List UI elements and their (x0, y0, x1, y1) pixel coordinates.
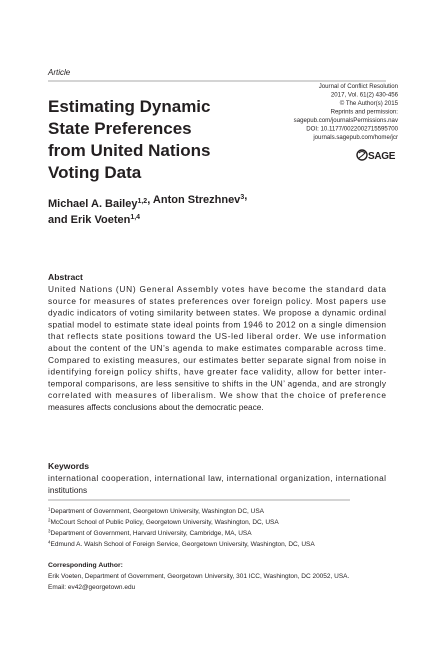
footnote: 3Department of Government, Harvard Unive… (48, 529, 252, 538)
footnote-number: 4 (48, 540, 51, 545)
author-name: , Anton Strezhnev (147, 194, 241, 206)
abstract-line: United Nations (UN) General Assembly vot… (48, 284, 386, 294)
title-line: Voting Data (48, 163, 142, 182)
corresponding-heading: Corresponding Author: (48, 562, 123, 569)
affiliation-sup: 1,4 (130, 214, 140, 221)
keywords-line: international cooperation, international… (48, 473, 386, 483)
journal-info-line: journals.sagepub.com/home/jcr (312, 134, 398, 141)
footnote-text: Department of Government, Georgetown Uni… (51, 508, 265, 515)
journal-info-line: Journal of Conflict Resolution (319, 83, 398, 90)
abstract-line: Compared to existing measures, our estim… (48, 355, 386, 365)
journal-info-line: DOI: 10.1177/0022002715595700 (306, 126, 398, 133)
footnote: 2McCourt School of Public Policy, George… (48, 518, 279, 527)
footnote: 4Edmund A. Walsh School of Foreign Servi… (48, 540, 315, 549)
affiliation-sup: 3 (240, 194, 244, 201)
abstract-line: spatial model to estimate state ideal po… (48, 319, 386, 329)
abstract-line: measures affects conclusions about the d… (48, 402, 264, 412)
abstract-line: that reflects state positions toward the… (48, 331, 386, 341)
abstract-line: identifying foreign policy shifts, have … (48, 367, 386, 377)
abstract-line: dyadic indicators of voting similarity b… (48, 308, 386, 318)
footnote-number: 3 (48, 529, 51, 534)
abstract-line: about the content of the UN’s agenda to … (48, 343, 386, 353)
footnote: 1Department of Government, Georgetown Un… (48, 507, 265, 516)
abstract-line: source for measures of states preference… (48, 296, 386, 306)
author-name: and Erik Voeten (48, 214, 131, 226)
author-line: Michael A. Bailey1,2, Anton Strezhnev3, (48, 190, 247, 210)
journal-info-line: Reprints and permission: (331, 109, 399, 116)
journal-info-line: © The Author(s) 2015 (340, 100, 399, 107)
author-line: and Erik Voeten1,4 (48, 214, 140, 226)
sage-logo: SAGE (356, 149, 396, 162)
affiliation-sup: 1,2 (137, 198, 147, 205)
author-name: Michael A. Bailey (48, 198, 138, 210)
abstract-line: correlated with measures of liberalism. … (48, 390, 386, 400)
journal-info-line: 2017, Vol. 61(2) 430-456 (331, 92, 399, 99)
article-label: Article (47, 68, 71, 77)
corresponding-line: Erik Voeten, Department of Government, G… (48, 573, 350, 580)
corresponding-line: Email: ev42@georgetown.edu (48, 584, 136, 591)
abstract-heading: Abstract (48, 272, 83, 282)
keywords-line: institutions (48, 485, 87, 495)
abstract-line: temporal comparisons, are less sensitive… (48, 378, 387, 388)
footnote-text: Edmund A. Walsh School of Foreign Servic… (51, 541, 316, 548)
journal-info-line: sagepub.com/journalsPermissions.nav (294, 117, 399, 124)
title-line: from United Nations (48, 141, 210, 160)
footnote-number: 2 (48, 518, 51, 523)
logo-text: SAGE (368, 151, 396, 162)
footnote-number: 1 (48, 507, 51, 512)
title-line: Estimating Dynamic (48, 97, 211, 116)
title-line: State Preferences (48, 119, 192, 138)
author-name: , (244, 190, 247, 202)
footnote-text: Department of Government, Harvard Univer… (51, 530, 253, 537)
keywords-heading: Keywords (48, 461, 89, 471)
footnote-text: McCourt School of Public Policy, Georget… (51, 519, 280, 526)
